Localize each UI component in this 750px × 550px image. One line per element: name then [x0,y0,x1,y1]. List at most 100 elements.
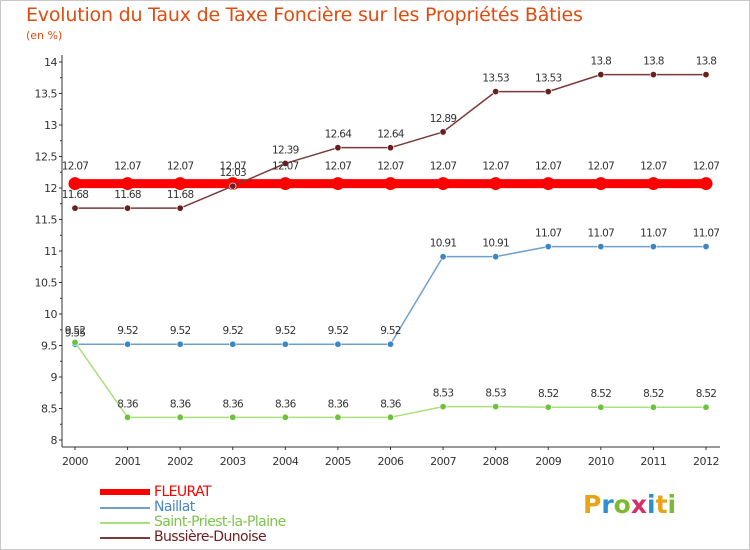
data-point [124,340,132,348]
y-tick-label: 14 [44,56,57,69]
data-label: 12.07 [535,161,562,173]
legend-swatch-saint-priest [100,522,150,524]
data-label: 12.64 [377,129,405,141]
data-label: 9.52 [65,325,86,337]
data-point [489,177,503,191]
data-point [334,144,342,152]
logo-letter: r [601,490,614,519]
data-label: 13.8 [696,56,717,68]
data-point [597,243,605,251]
data-label: 11.07 [535,228,562,240]
data-label: 11.68 [114,189,141,201]
y-tick-label: 11.5 [35,214,58,227]
x-tick-label: 2004 [272,455,298,468]
y-tick-label: 8 [51,434,58,447]
x-tick-label: 2006 [378,455,404,468]
data-point [649,403,657,411]
data-label: 12.07 [114,161,141,173]
data-point [278,177,292,191]
x-tick-label: 2003 [220,455,246,468]
data-point [544,403,552,411]
data-label: 9.52 [275,325,296,337]
data-label: 8.36 [328,398,350,410]
data-point [646,177,660,191]
data-label: 13.53 [482,73,509,85]
data-label: 12.07 [693,161,720,173]
x-tick-label: 2008 [483,455,509,468]
chart-subtitle: (en %) [26,29,63,42]
data-label: 9.52 [328,325,349,337]
data-point [702,403,710,411]
y-tick-label: 12 [44,182,57,195]
data-point [334,413,342,421]
data-label: 12.89 [430,113,457,125]
legend-swatch-bussiere [100,537,150,539]
data-point [334,340,342,348]
logo-letter: P [583,490,602,519]
data-label: 8.36 [275,398,297,410]
data-label: 12.07 [377,161,404,173]
logo-letter: i [667,490,677,519]
data-label: 13.8 [591,56,612,68]
legend-swatch-naillat [100,507,150,509]
data-label: 12.07 [272,161,299,173]
data-label: 13.53 [535,73,562,85]
data-point [492,88,500,96]
data-point [331,177,345,191]
data-label: 8.36 [222,398,244,410]
data-label: 12.39 [272,144,299,156]
data-label: 12.07 [430,161,457,173]
legend-swatch-fleurat [100,489,150,495]
data-label: 8.53 [433,388,454,400]
data-point [176,413,184,421]
x-tick-label: 2000 [62,455,88,468]
data-label: 10.91 [482,238,509,250]
data-point [384,177,397,191]
data-point [176,204,184,212]
data-label: 8.52 [696,388,717,400]
data-point [68,177,82,191]
data-point [386,413,394,421]
data-label: 12.07 [482,161,509,173]
data-point [71,338,79,346]
data-label: 9.52 [380,325,401,337]
data-point [541,177,555,191]
data-label: 9.52 [170,325,191,337]
data-label: 11.07 [588,228,615,240]
data-point [281,340,289,348]
data-label: 12.07 [167,161,194,173]
data-label: 11.07 [640,228,667,240]
y-tick-label: 11 [44,245,57,258]
data-point [386,144,394,152]
data-label: 8.36 [170,398,192,410]
data-point [124,204,132,212]
y-tick-label: 9 [51,371,58,384]
data-label: 9.52 [117,325,138,337]
logo-letter: o [613,490,631,519]
y-tick-label: 9.5 [41,340,57,353]
data-label: 9.55 [65,327,86,339]
data-label: 11.68 [167,189,194,201]
logo-letter: t [655,490,668,519]
data-label: 12.07 [640,161,667,173]
legend-label: Naillat [154,499,195,515]
data-point [492,403,500,411]
data-label: 8.52 [538,388,559,400]
data-point [121,177,135,191]
data-label: 13.8 [643,56,664,68]
data-point [71,204,79,212]
legend-label: Saint-Priest-la-Plaine [154,514,286,530]
data-point [229,340,237,348]
data-point [281,413,289,421]
data-point [594,177,608,191]
data-label: 8.52 [643,388,664,400]
data-label: 9.52 [222,325,243,337]
legend-label: FLEURAT [154,484,212,500]
y-tick-label: 12.5 [35,151,58,164]
data-point [229,413,237,421]
data-point [173,177,187,191]
data-point [176,340,184,348]
data-label: 11.07 [693,228,720,240]
